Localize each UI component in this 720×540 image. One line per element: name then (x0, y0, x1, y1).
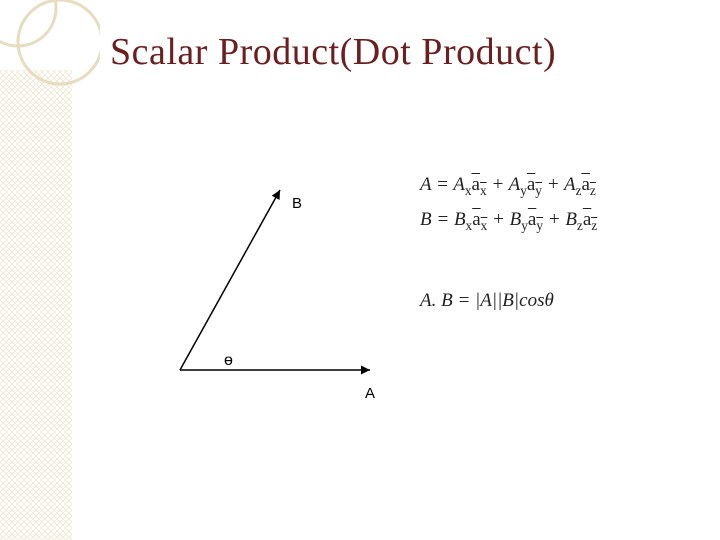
eq-sign: = (436, 174, 453, 195)
vector-b-line (180, 190, 280, 370)
formula-dot-product: A. B = |A||B|cosθ (420, 286, 720, 316)
plus: + (491, 174, 508, 195)
slide-decoration (0, 0, 100, 540)
vector-a-label: A (365, 385, 375, 402)
decor-circle-1 (0, 0, 56, 46)
term-bz: Bzaz (565, 209, 597, 230)
formula-block: A = Axax + Ayay + Azaz B = Bxax + Byay +… (420, 170, 720, 317)
vector-b-label: B (292, 195, 302, 212)
term-bx: Bxax (454, 209, 487, 230)
decor-circle-2 (18, 0, 100, 84)
formula-a-expansion: A = Axax + Ayay + Azaz (420, 170, 720, 201)
plus: + (547, 174, 564, 195)
plus: + (548, 209, 566, 230)
term-ay: Ayay (509, 174, 542, 195)
formula-b-lhs: B (420, 209, 432, 230)
term-by: Byay (510, 209, 543, 230)
term-ax: Axax (453, 174, 486, 195)
formula-b-expansion: B = Bxax + Byay + Bzaz (420, 205, 720, 236)
plus: + (492, 209, 510, 230)
formula-a-lhs: A (420, 174, 431, 195)
term-az: Azaz (564, 174, 596, 195)
decor-texture (0, 70, 72, 540)
slide-title: Scalar Product(Dot Product) (110, 30, 556, 74)
vector-diagram (160, 170, 400, 410)
eq-sign: = (436, 209, 454, 230)
angle-theta-label: ɵ (224, 352, 233, 370)
